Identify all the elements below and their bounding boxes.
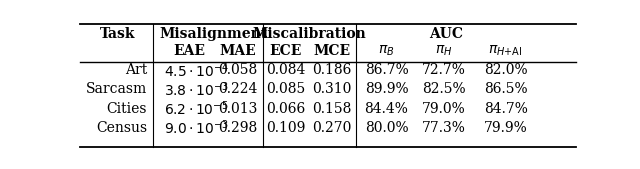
Text: 79.0%: 79.0% xyxy=(422,102,465,116)
Text: 0.085: 0.085 xyxy=(266,82,305,96)
Text: 72.7%: 72.7% xyxy=(422,63,465,77)
Text: 79.9%: 79.9% xyxy=(484,121,527,135)
Text: 0.270: 0.270 xyxy=(312,121,351,135)
Text: 0.310: 0.310 xyxy=(312,82,351,96)
Text: $3.8 \cdot 10^{-3}$: $3.8 \cdot 10^{-3}$ xyxy=(164,80,229,99)
Text: 86.5%: 86.5% xyxy=(484,82,527,96)
Text: $\pi_B$: $\pi_B$ xyxy=(378,44,395,58)
Text: 82.0%: 82.0% xyxy=(484,63,527,77)
Text: 89.9%: 89.9% xyxy=(365,82,408,96)
Text: 82.5%: 82.5% xyxy=(422,82,465,96)
Text: $9.0 \cdot 10^{-3}$: $9.0 \cdot 10^{-3}$ xyxy=(164,119,229,137)
Text: 0.298: 0.298 xyxy=(218,121,257,135)
Text: 0.224: 0.224 xyxy=(218,82,257,96)
Text: 86.7%: 86.7% xyxy=(365,63,408,77)
Text: 0.109: 0.109 xyxy=(266,121,305,135)
Text: AUC: AUC xyxy=(429,27,463,41)
Text: Miscalibration: Miscalibration xyxy=(252,27,366,41)
Text: $\pi_H$: $\pi_H$ xyxy=(435,44,452,58)
Text: 0.013: 0.013 xyxy=(218,102,257,116)
Text: 84.4%: 84.4% xyxy=(365,102,408,116)
Text: Task: Task xyxy=(99,27,135,41)
Text: Cities: Cities xyxy=(106,102,147,116)
Text: 0.084: 0.084 xyxy=(266,63,305,77)
Text: Misalignment: Misalignment xyxy=(159,27,268,41)
Text: 0.066: 0.066 xyxy=(266,102,305,116)
Text: $6.2 \cdot 10^{-5}$: $6.2 \cdot 10^{-5}$ xyxy=(164,99,229,118)
Text: 77.3%: 77.3% xyxy=(422,121,465,135)
Text: ECE: ECE xyxy=(269,44,302,58)
Text: MCE: MCE xyxy=(314,44,351,58)
Text: 0.158: 0.158 xyxy=(312,102,351,116)
Text: Art: Art xyxy=(125,63,147,77)
Text: $4.5 \cdot 10^{-4}$: $4.5 \cdot 10^{-4}$ xyxy=(164,61,229,80)
Text: MAE: MAE xyxy=(220,44,256,58)
Text: 0.058: 0.058 xyxy=(218,63,257,77)
Text: Census: Census xyxy=(96,121,147,135)
Text: 80.0%: 80.0% xyxy=(365,121,408,135)
Text: $\pi_{H\mathrm{+AI}}$: $\pi_{H\mathrm{+AI}}$ xyxy=(488,44,523,58)
Text: EAE: EAE xyxy=(173,44,205,58)
Text: Sarcasm: Sarcasm xyxy=(86,82,147,96)
Text: 0.186: 0.186 xyxy=(312,63,351,77)
Text: 84.7%: 84.7% xyxy=(484,102,527,116)
